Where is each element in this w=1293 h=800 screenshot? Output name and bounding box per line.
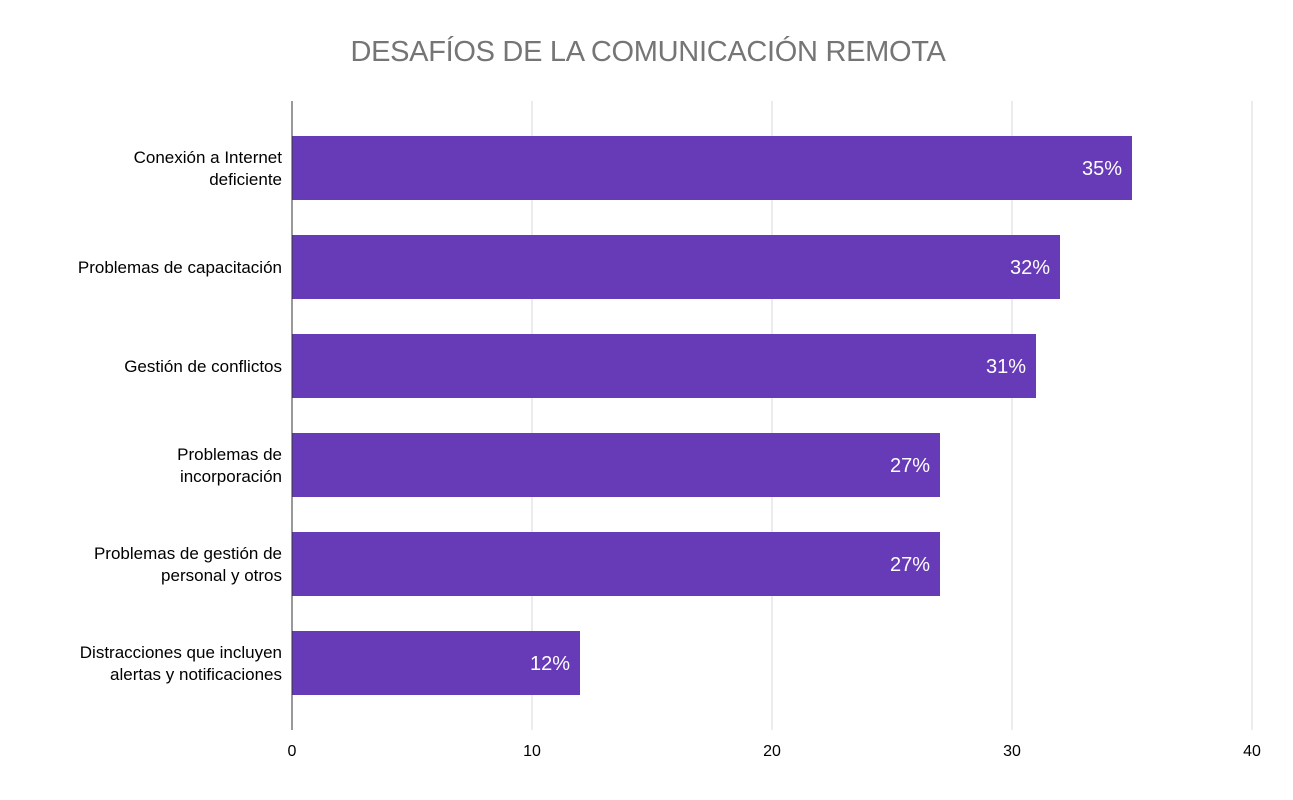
category-label: alertas y notificaciones [110, 665, 282, 684]
bar-data-label: 35% [1082, 158, 1122, 180]
bar [292, 136, 1132, 200]
x-tick-label: 20 [763, 743, 781, 760]
gridlines [531, 101, 1253, 730]
category-label: Problemas de [177, 445, 282, 464]
bar [292, 235, 1060, 299]
category-label: Distracciones que incluyen [80, 643, 282, 662]
bar-data-label: 31% [986, 356, 1026, 378]
labels: 0 10 20 30 40 35% Conexión a Internet deficient… [78, 148, 1261, 760]
bar [292, 334, 1036, 398]
bars [292, 136, 1132, 695]
bar-data-label: 27% [890, 455, 930, 477]
bar [292, 433, 940, 497]
x-tick-label: 30 [1003, 743, 1021, 760]
x-tick-label: 10 [523, 743, 541, 760]
chart-title: DESAFÍOS DE LA COMUNICACIÓN REMOTA [350, 36, 946, 68]
category-label: Problemas de capacitación [78, 258, 282, 277]
bar-data-label: 32% [1010, 257, 1050, 279]
bar [292, 631, 580, 695]
x-tick-label: 0 [288, 743, 297, 760]
bar [292, 532, 940, 596]
bar-data-label: 12% [530, 653, 570, 675]
x-tick-label: 40 [1243, 743, 1261, 760]
bar-data-label: 27% [890, 554, 930, 576]
category-label: Conexión a Internet [134, 148, 283, 167]
category-label: incorporación [180, 467, 282, 486]
category-label: Problemas de gestión de [94, 544, 282, 563]
category-label: personal y otros [161, 566, 282, 585]
category-label: deficiente [209, 170, 282, 189]
category-label: Gestión de conflictos [124, 357, 282, 376]
